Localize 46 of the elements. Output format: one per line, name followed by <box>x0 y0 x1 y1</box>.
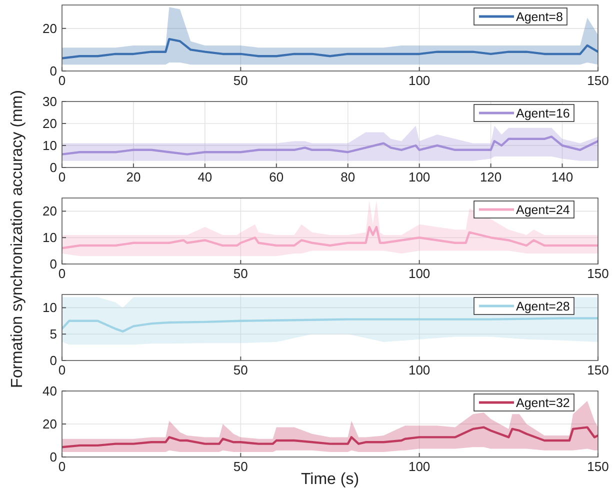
y-tick-label: 0 <box>50 353 57 368</box>
x-tick-label: 140 <box>551 170 574 184</box>
y-tick-label: 20 <box>42 204 57 219</box>
y-tick-label: 0 <box>50 64 57 78</box>
y-tick-label: 5 <box>50 326 57 342</box>
y-tick-label: 20 <box>42 20 57 36</box>
x-axis-title: Time (s) <box>300 471 360 488</box>
y-axis-title: Formation synchronization accuracy (mm) <box>9 90 26 388</box>
x-tick-label: 150 <box>587 73 609 88</box>
x-tick-label: 50 <box>233 73 248 88</box>
y-tick-label: 0 <box>50 160 57 175</box>
x-tick-label: 100 <box>408 266 430 281</box>
y-tick-label: 20 <box>42 116 57 131</box>
y-tick-label: 10 <box>42 300 57 316</box>
legend-label: Agent=16 <box>516 106 570 120</box>
x-tick-label: 20 <box>126 170 141 184</box>
x-tick-label: 50 <box>233 266 248 281</box>
y-tick-label: 20 <box>42 416 57 432</box>
x-tick-label: 120 <box>480 170 502 184</box>
legend-label: Agent=8 <box>516 10 563 24</box>
line-series <box>62 38 598 60</box>
y-tick-label: 0 <box>50 256 57 272</box>
x-tick-label: 50 <box>233 459 248 474</box>
x-tick-label: 40 <box>198 170 212 184</box>
x-tick-label: 60 <box>269 170 284 184</box>
x-tick-label: 150 <box>587 362 609 378</box>
line-series <box>62 426 598 448</box>
legend-label: Agent=24 <box>516 203 570 217</box>
y-tick-label: 30 <box>42 94 57 109</box>
x-tick-label: 80 <box>340 170 356 184</box>
x-tick-label: 150 <box>587 266 609 281</box>
line-series <box>62 226 598 250</box>
y-tick-label: 0 <box>50 450 57 464</box>
legend-label: Agent=32 <box>516 396 570 410</box>
x-tick-label: 100 <box>408 459 430 474</box>
x-tick-label: 100 <box>408 170 430 184</box>
y-tick-label: 40 <box>42 384 57 398</box>
legend-label: Agent=28 <box>516 300 570 314</box>
y-tick-label: 10 <box>42 138 57 153</box>
x-tick-label: 100 <box>408 362 430 378</box>
y-tick-label: 10 <box>42 230 57 246</box>
x-tick-label: 50 <box>233 362 248 378</box>
x-tick-label: 150 <box>587 459 609 474</box>
line-series <box>62 136 598 156</box>
line-series <box>62 317 598 333</box>
x-tick-label: 100 <box>408 73 430 88</box>
